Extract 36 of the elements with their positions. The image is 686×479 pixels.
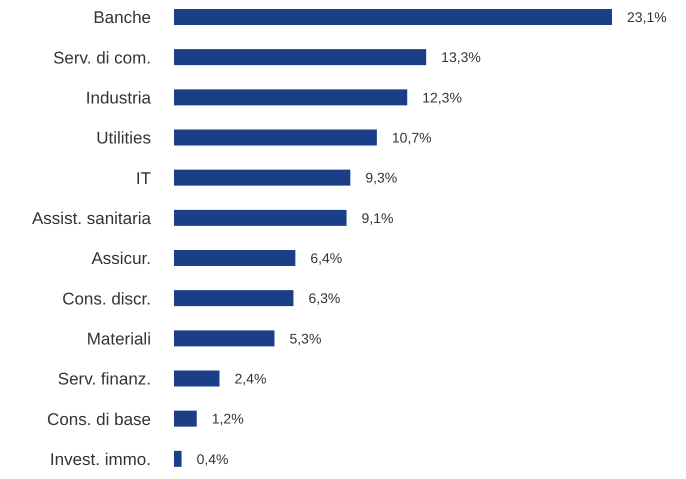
bar <box>174 410 197 427</box>
y-tick-label: Serv. finanz. <box>58 370 151 389</box>
bar <box>174 450 182 467</box>
data-label: 2,4% <box>234 370 266 386</box>
y-tick-label: Assist. sanitaria <box>32 208 152 228</box>
data-label: 9,1% <box>362 210 394 226</box>
y-tick-label: Serv. di com. <box>53 48 151 68</box>
data-label: 6,3% <box>308 290 340 306</box>
bar <box>174 130 377 146</box>
y-tick-label: Cons. discr. <box>62 289 151 308</box>
data-label: 0,4% <box>196 450 229 467</box>
bar <box>174 290 294 306</box>
y-tick-label: Invest. immo. <box>50 450 151 469</box>
bar <box>174 9 612 25</box>
y-tick-label: Industria <box>86 88 152 108</box>
data-label: 10,7% <box>392 129 432 146</box>
y-tick-label: Cons. di base <box>47 410 151 429</box>
bar <box>174 330 274 346</box>
data-label: 6,4% <box>310 250 342 266</box>
data-label: 9,3% <box>365 170 398 186</box>
y-tick-label: Utilities <box>96 128 151 148</box>
bar <box>174 370 220 386</box>
bar <box>174 49 426 66</box>
data-label: 1,2% <box>212 410 244 427</box>
y-tick-label: IT <box>136 168 151 188</box>
y-tick-label: Materiali <box>86 329 151 348</box>
bar <box>174 170 350 186</box>
data-label: 5,3% <box>289 330 322 346</box>
data-label: 13,3% <box>441 49 481 66</box>
bar <box>174 250 296 266</box>
y-tick-label: Assicur. <box>91 249 151 268</box>
bar <box>174 210 347 226</box>
bar <box>174 89 408 106</box>
data-label: 23,1% <box>627 8 667 25</box>
data-label: 12,3% <box>422 89 462 106</box>
y-tick-label: Banche <box>93 8 151 28</box>
